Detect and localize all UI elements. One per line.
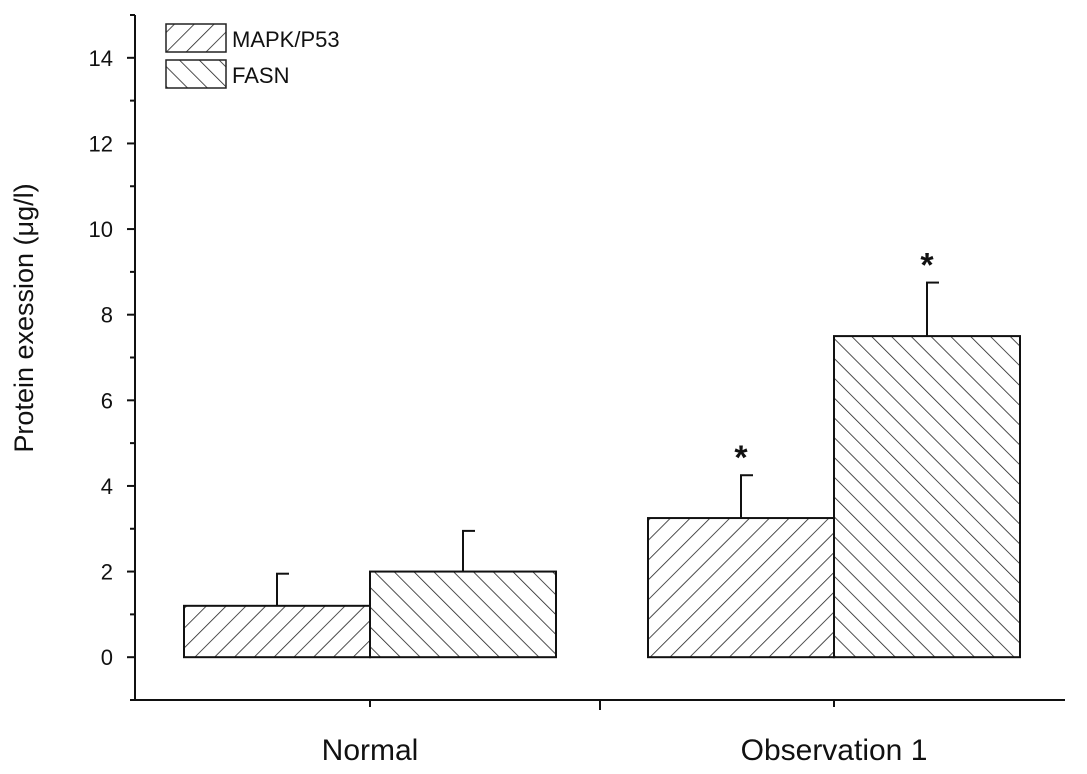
error-bars-group — [276, 281, 939, 606]
x-category-label: Observation 1 — [741, 734, 928, 767]
legend-label-mapk-p53: MAPK/P53 — [232, 27, 340, 52]
y-axis-title: Protein exession (μg/l) — [9, 183, 39, 452]
bar — [833, 335, 1021, 659]
y-tick-label: 2 — [101, 560, 113, 585]
y-tick-label: 4 — [101, 474, 113, 499]
bar — [183, 604, 371, 659]
bar — [369, 570, 557, 659]
y-tick-label: 8 — [101, 303, 113, 328]
y-tick-label: 10 — [89, 217, 113, 242]
legend-swatch-mapk-p53 — [165, 23, 227, 53]
y-tick-label: 0 — [101, 645, 113, 670]
bars-group — [183, 335, 1021, 659]
x-axis: Normal Observation 1 — [135, 699, 1065, 767]
significance-marks-group: ** — [734, 247, 934, 478]
y-tick-label: 14 — [89, 46, 113, 71]
x-category-label: Normal — [322, 734, 419, 767]
y-axis: 0 2 4 6 8 10 12 14 — [89, 14, 136, 701]
legend-swatch-fasn — [165, 59, 227, 89]
legend-label-fasn: FASN — [232, 63, 289, 88]
bar — [647, 517, 835, 659]
y-tick-label: 6 — [101, 388, 113, 413]
significance-mark: * — [734, 439, 748, 477]
significance-mark: * — [920, 247, 934, 285]
legend: MAPK/P53 FASN — [165, 23, 340, 89]
y-tick-label: 12 — [89, 131, 113, 156]
